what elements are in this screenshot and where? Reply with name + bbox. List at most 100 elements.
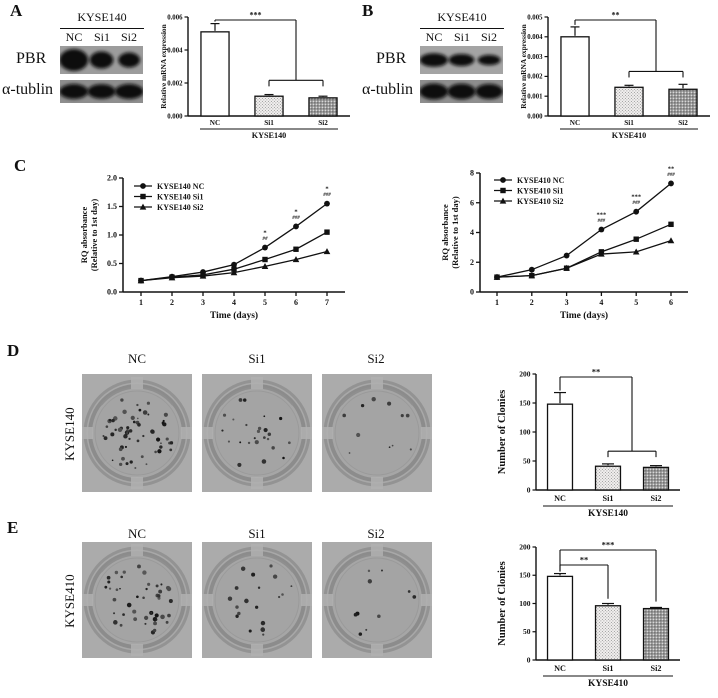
- svg-text:Si2: Si2: [678, 119, 688, 127]
- svg-text:KYSE140 NC: KYSE140 NC: [157, 182, 205, 191]
- svg-text:KYSE410 Si2: KYSE410 Si2: [517, 197, 563, 206]
- svg-text:0.004: 0.004: [167, 47, 183, 54]
- svg-text:7: 7: [325, 298, 329, 307]
- blot-a-pbr-band-strip: [60, 46, 143, 74]
- svg-text:###: ###: [291, 216, 300, 221]
- svg-text:50: 50: [523, 627, 531, 636]
- svg-text:**: **: [612, 11, 620, 20]
- svg-text:KYSE140: KYSE140: [588, 509, 628, 519]
- svg-text:NC: NC: [554, 664, 566, 673]
- svg-text:Si1: Si1: [624, 119, 634, 127]
- svg-text:200: 200: [519, 369, 531, 378]
- svg-text:3: 3: [201, 298, 205, 307]
- panel-e-row-label: KYSE410: [61, 574, 77, 628]
- svg-text:KYSE410: KYSE410: [612, 131, 647, 140]
- svg-text:KYSE410 NC: KYSE410 NC: [517, 176, 565, 185]
- svg-text:0.003: 0.003: [527, 54, 543, 61]
- blot-b-row-pbr-label: PBR: [376, 50, 407, 67]
- svg-text:***: ***: [250, 11, 262, 20]
- svg-text:8: 8: [470, 169, 474, 178]
- svg-text:(Relative to 1st day): (Relative to 1st day): [450, 196, 460, 269]
- svg-text:2: 2: [470, 258, 474, 267]
- blot-b-tublin-band-strip: [420, 80, 503, 103]
- well-d-label-si1: Si1: [248, 351, 266, 366]
- well-image-kyse140-si2: [322, 374, 432, 492]
- well-image-kyse410-si2: [322, 542, 432, 658]
- blot-b-header-underline: [420, 28, 504, 29]
- svg-text:0: 0: [470, 288, 474, 297]
- svg-text:0.004: 0.004: [527, 34, 543, 41]
- blot-a-row-pbr-label: PBR: [16, 50, 47, 67]
- svg-text:4: 4: [599, 298, 603, 307]
- svg-text:6: 6: [470, 198, 474, 207]
- svg-text:1: 1: [495, 298, 499, 307]
- svg-text:NC: NC: [210, 119, 220, 127]
- well-e-label-si1: Si1: [248, 526, 266, 541]
- svg-text:5: 5: [263, 298, 267, 307]
- well-image-kyse410-nc: [82, 542, 192, 658]
- svg-text:NC: NC: [554, 494, 566, 503]
- svg-text:**: **: [668, 165, 675, 172]
- well-e-label-si2: Si2: [367, 526, 385, 541]
- svg-text:Time (days): Time (days): [560, 310, 608, 321]
- svg-text:**: **: [580, 555, 589, 565]
- svg-text:Si2: Si2: [318, 119, 328, 127]
- panel-d-label: D: [7, 341, 20, 360]
- svg-text:0: 0: [527, 485, 531, 494]
- svg-text:Relative mRNA expression: Relative mRNA expression: [159, 24, 168, 108]
- svg-text:150: 150: [519, 398, 531, 407]
- svg-text:2.0: 2.0: [107, 174, 117, 183]
- svg-text:50: 50: [523, 456, 531, 465]
- svg-text:0: 0: [527, 655, 531, 664]
- blot-a-header-underline: [60, 28, 144, 29]
- well-e-label-nc: NC: [127, 526, 147, 541]
- svg-text:**: **: [592, 367, 601, 377]
- blot-a-lane-nc: NC: [65, 30, 83, 44]
- blot-b-pbr-band-strip: [420, 46, 503, 74]
- svg-text:KYSE140: KYSE140: [252, 131, 287, 140]
- blot-b-lane-nc: NC: [425, 30, 443, 44]
- svg-text:2: 2: [530, 298, 534, 307]
- svg-text:RQ absorbance: RQ absorbance: [79, 207, 89, 264]
- panel-d-clonies-bar-chart: 0 50 100 150 200 Number of Clonies NC Si1 Si2 KYS…: [497, 367, 680, 519]
- svg-text:##: ##: [262, 237, 269, 242]
- blot-b-lane-si2: Si2: [480, 30, 497, 44]
- svg-text:KYSE410: KYSE410: [588, 679, 628, 689]
- svg-text:100: 100: [519, 599, 531, 608]
- svg-text:6: 6: [294, 298, 298, 307]
- svg-text:Si2: Si2: [651, 494, 662, 503]
- svg-text:150: 150: [519, 571, 531, 580]
- svg-text:Si1: Si1: [603, 664, 614, 673]
- svg-text:1: 1: [139, 298, 143, 307]
- svg-text:###: ###: [631, 201, 640, 206]
- svg-text:###: ###: [322, 193, 331, 198]
- svg-text:Relative mRNA expression: Relative mRNA expression: [519, 24, 528, 108]
- svg-text:0.006: 0.006: [167, 14, 183, 21]
- svg-text:200: 200: [519, 542, 531, 551]
- panel-b-label: B: [362, 1, 374, 20]
- svg-text:2: 2: [170, 298, 174, 307]
- svg-text:KYSE140 Si2: KYSE140 Si2: [157, 203, 203, 212]
- panel-c-kyse140-growth-chart: 0.0 0.5 1.0 1.5 2.0 1 2 3 4 5 6 7 RQ absorbance (Rela…: [79, 174, 345, 321]
- svg-text:NC: NC: [570, 119, 580, 127]
- well-d-label-si2: Si2: [367, 351, 385, 366]
- blot-a-cellline-label: KYSE140: [77, 10, 127, 24]
- svg-text:Si2: Si2: [651, 664, 662, 673]
- panel-d-row-label: KYSE140: [61, 407, 77, 461]
- svg-text:6: 6: [669, 298, 673, 307]
- svg-text:*: *: [263, 230, 266, 237]
- svg-text:RQ absorbance: RQ absorbance: [440, 204, 450, 261]
- svg-text:1.0: 1.0: [107, 231, 117, 240]
- svg-text:4: 4: [470, 228, 474, 237]
- well-image-kyse410-si1: [202, 542, 312, 658]
- svg-text:Si1: Si1: [264, 119, 274, 127]
- svg-text:*: *: [325, 186, 328, 193]
- svg-text:4: 4: [232, 298, 236, 307]
- svg-text:0.5: 0.5: [107, 259, 117, 268]
- panel-c-label: C: [14, 156, 27, 175]
- svg-text:0.000: 0.000: [167, 113, 183, 120]
- svg-text:100: 100: [519, 427, 531, 436]
- svg-text:0.002: 0.002: [527, 74, 543, 81]
- svg-text:Time (days): Time (days): [210, 310, 258, 321]
